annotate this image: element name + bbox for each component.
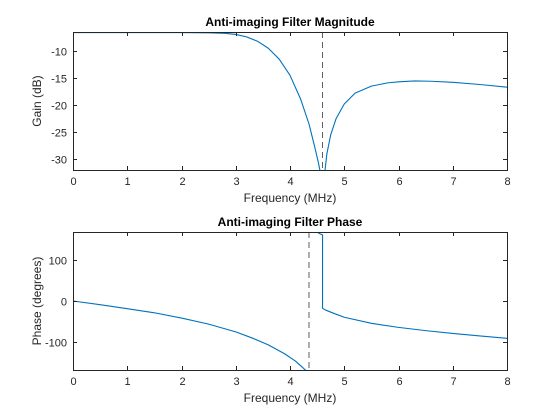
y-tick-label: -15 xyxy=(51,74,67,86)
x-tick-label: 4 xyxy=(287,376,293,388)
x-tick-label: 8 xyxy=(504,376,510,388)
x-tick-label: 4 xyxy=(287,176,293,188)
x-tick-label: 2 xyxy=(179,176,185,188)
y-tick-label: -20 xyxy=(51,101,67,113)
x-tick-label: 3 xyxy=(233,376,239,388)
y-tick-label: -10 xyxy=(51,47,67,59)
series-line-2 xyxy=(317,232,507,339)
x-tick-label: 6 xyxy=(396,176,402,188)
x-tick-label: 6 xyxy=(396,376,402,388)
x-tick-label: 5 xyxy=(341,376,347,388)
series-line-1 xyxy=(73,300,307,370)
plot-area xyxy=(73,32,507,170)
series-group xyxy=(73,232,507,370)
x-tick-label: 0 xyxy=(70,376,76,388)
y-tick-label: -25 xyxy=(51,128,67,140)
plot-title: Anti-imaging Filter Magnitude xyxy=(205,15,375,29)
x-axis-label: Frequency (MHz) xyxy=(244,391,337,405)
y-tick-label: 100 xyxy=(49,256,67,268)
x-tick-label: 7 xyxy=(450,376,456,388)
chart-magnitude: 0 1 2 3 4 5 6 7 8 -30 -25 -20 -15 -10 Anti-imaging Fil… xyxy=(30,15,511,205)
x-tick-label: 2 xyxy=(179,376,185,388)
chart-phase: 0 1 2 3 4 5 6 7 8 -100 0 100 Anti-imaging Filter Pha… xyxy=(30,215,511,405)
x-tick-label: 1 xyxy=(124,376,130,388)
y-tick-label: 0 xyxy=(61,297,67,309)
y-tick-label: -30 xyxy=(51,155,67,167)
x-tick-label: 8 xyxy=(504,176,510,188)
x-axis-label: Frequency (MHz) xyxy=(244,191,337,205)
x-tick-label: 7 xyxy=(450,176,456,188)
x-tick-label: 0 xyxy=(70,176,76,188)
y-axis-label: Phase (degrees) xyxy=(30,257,44,346)
x-tick-label: 3 xyxy=(233,176,239,188)
x-tick-label: 5 xyxy=(341,176,347,188)
y-tick-label: -100 xyxy=(45,338,67,350)
series-line-2 xyxy=(324,80,507,170)
x-tick-label: 1 xyxy=(124,176,130,188)
plot-title: Anti-imaging Filter Phase xyxy=(218,215,363,229)
plot-area xyxy=(73,232,507,370)
y-axis-label: Gain (dB) xyxy=(30,75,44,126)
